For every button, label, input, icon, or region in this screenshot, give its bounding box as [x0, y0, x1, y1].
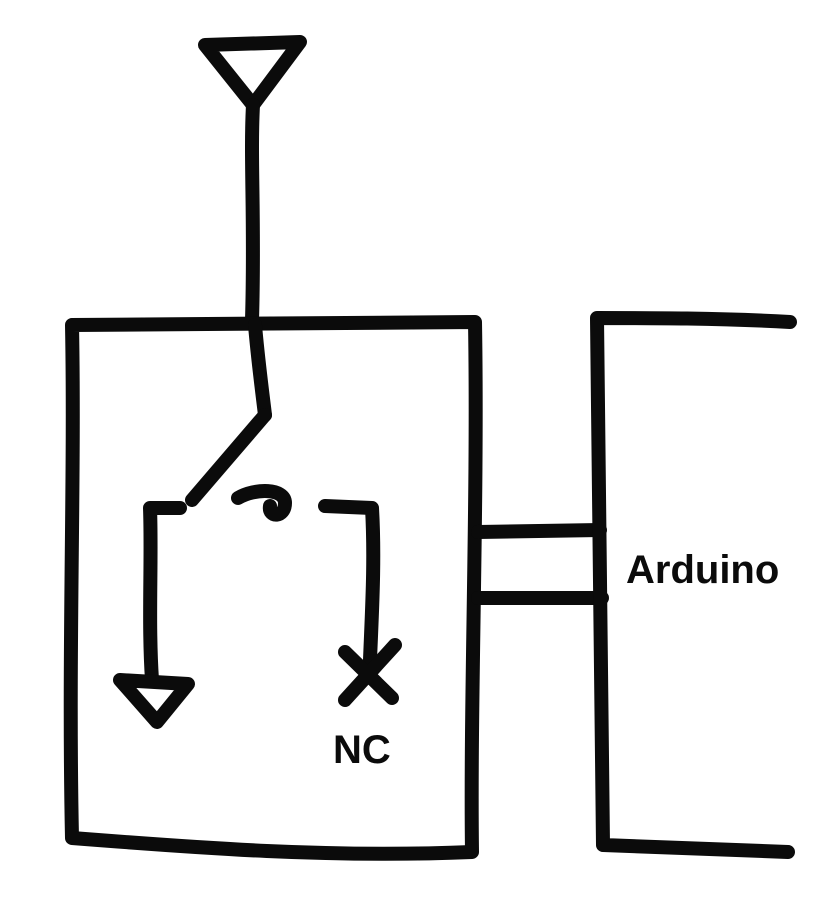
arduino-bracket: [590, 311, 797, 859]
nc-label: NC: [333, 728, 391, 772]
nc-branch: [318, 499, 402, 707]
power-input-symbol: [198, 35, 307, 327]
ground-branch: [113, 501, 195, 729]
switch-contact-mark: [231, 484, 292, 522]
arduino-label: Arduino: [626, 548, 779, 592]
x-mark-icon: [338, 638, 402, 707]
ground-wire: [143, 501, 187, 687]
ground-triangle-icon: [113, 673, 195, 729]
power-triangle-icon: [198, 35, 307, 112]
switch-common-wire: [248, 318, 272, 422]
power-lead-wire: [245, 98, 260, 327]
switch-arm: [185, 408, 272, 507]
connector-wire-upper: [471, 523, 607, 539]
spdt-switch: [185, 318, 292, 522]
arduino-connection: [471, 311, 797, 859]
relay-module-box: [63, 315, 483, 861]
nc-wire: [318, 499, 381, 667]
